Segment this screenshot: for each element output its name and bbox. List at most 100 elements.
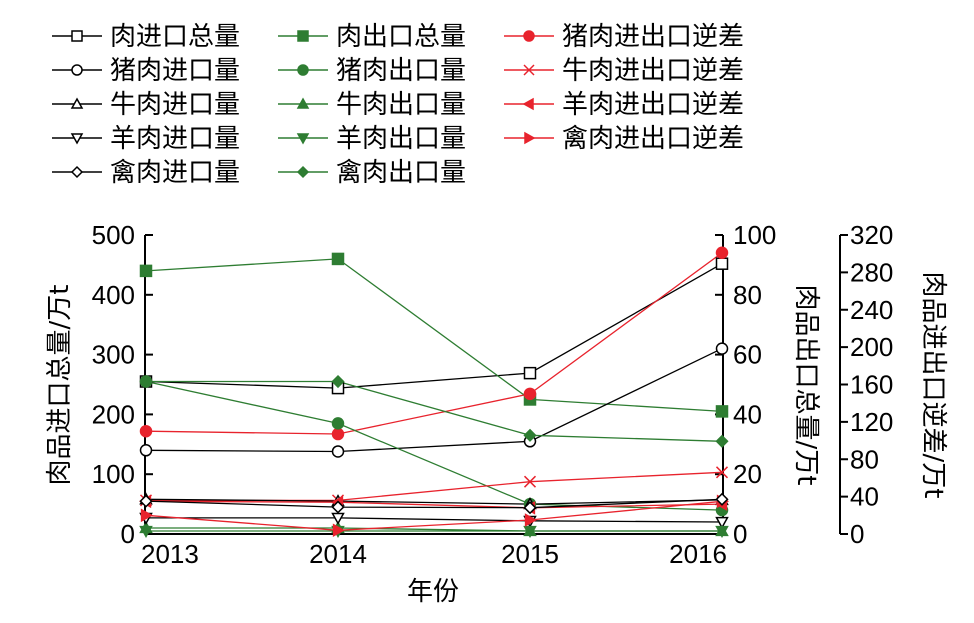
left-tick-label: 200 [92, 399, 135, 429]
series-1-line [145, 263, 723, 389]
legend-swatch-marker [296, 133, 310, 145]
legend-label: 牛肉进出口逆差 [562, 56, 744, 86]
series-13-point [331, 500, 345, 514]
series-9-line [145, 500, 723, 509]
legend-label: 羊肉进口量 [110, 124, 240, 154]
series-14-point [139, 374, 153, 389]
series-3-point [139, 424, 153, 438]
legend-swatch-marker [71, 30, 83, 42]
left-axis-title: 肉品进口总量/万t [45, 285, 75, 486]
right2-tick-label: 40 [850, 482, 879, 512]
series-13-point [715, 492, 729, 506]
right1-tick-label: 80 [733, 280, 762, 310]
tick-labels: 0 100 200 300 400 500 0 20 40 60 80 100 0 40 80 120 160 2… [92, 220, 894, 569]
legend-entry: 猪肉出口量 [278, 56, 466, 86]
legend-swatch-marker [297, 64, 309, 76]
series-6-point [523, 475, 537, 488]
right1-tick-label: 60 [733, 340, 762, 370]
series-13-point [139, 494, 153, 508]
x-axis-title: 年份 [407, 577, 459, 607]
series-3-point [715, 246, 729, 260]
series-markers [138, 246, 730, 539]
legend-swatch-marker [522, 97, 534, 111]
right1-tick-label: 20 [733, 459, 762, 489]
right2-tick-label: 240 [850, 295, 893, 325]
legend-entry: 羊肉出口量 [278, 124, 466, 154]
series-4-point [715, 342, 729, 355]
legend-swatch-marker [296, 165, 310, 179]
legend-entry: 肉出口总量 [278, 22, 466, 52]
series-12-line [145, 500, 723, 531]
series-3-point [331, 427, 345, 441]
series-7-line [145, 498, 723, 505]
legend-label: 猪肉进出口逆差 [562, 22, 744, 52]
series-1-point [715, 257, 729, 270]
legend-swatch-marker [297, 30, 309, 42]
legend-label: 猪肉出口量 [336, 56, 466, 86]
legend-swatch-marker [70, 133, 84, 145]
left-tick-label: 100 [92, 459, 135, 489]
legend-entry: 禽肉出口量 [278, 158, 466, 188]
series-3-point [523, 387, 537, 401]
legend-label: 肉出口总量 [336, 22, 466, 52]
legend-entry: 牛肉出口量 [278, 90, 466, 120]
legend-label: 禽肉进口量 [110, 158, 240, 188]
legend-label: 禽肉进出口逆差 [562, 124, 744, 154]
series-lines [145, 252, 723, 532]
series-2-point [331, 252, 345, 266]
legend-label: 羊肉出口量 [336, 124, 466, 154]
right1-axis-title: 肉品出口总量/万t [791, 285, 821, 486]
series-12-point [140, 508, 154, 523]
legend-swatch-marker [523, 30, 535, 42]
series-10-line [146, 517, 723, 523]
legend-entry: 禽肉进口量 [52, 158, 240, 188]
series-2-point [139, 264, 153, 278]
series-11-point [139, 525, 153, 539]
left-tick-label: 0 [121, 519, 135, 549]
legend-entry: 猪肉进口量 [52, 56, 240, 86]
legend-swatch-marker [71, 64, 83, 76]
legend-entry: 羊肉进口量 [52, 124, 240, 154]
series-10-point [715, 516, 729, 530]
series-6-point [715, 466, 729, 479]
series-12-point [332, 523, 346, 538]
legend-label: 猪肉进口量 [110, 56, 240, 86]
series-2-point [715, 405, 729, 418]
x-tick-label: 2016 [669, 539, 727, 569]
series-4-line [145, 348, 723, 453]
series-2-line [145, 258, 723, 413]
left-tick-label: 500 [92, 220, 135, 250]
right1-tick-label: 40 [733, 399, 762, 429]
legend-entry: 羊肉进出口逆差 [504, 90, 744, 120]
legend-label: 肉进口总量 [110, 22, 240, 52]
x-tick-label: 2013 [141, 539, 199, 569]
series-3-line [145, 252, 723, 435]
right2-tick-label: 320 [850, 220, 893, 250]
series-1-point [523, 366, 537, 380]
right2-tick-label: 160 [850, 370, 893, 400]
series-14-point [331, 374, 345, 389]
right2-tick-label: 200 [850, 332, 893, 362]
legend-swatch-marker [70, 165, 84, 179]
legend-entry: 牛肉进口量 [52, 90, 240, 120]
legend-swatch-marker [296, 97, 310, 109]
left-tick-label: 300 [92, 340, 135, 370]
legend-entry: 肉进口总量 [52, 22, 240, 52]
right2-tick-label: 80 [850, 444, 879, 474]
right2-tick-label: 280 [850, 257, 893, 287]
series-14-line [146, 380, 723, 442]
series-6-line [146, 471, 723, 502]
series-12-point [524, 513, 538, 527]
series-11-point [523, 525, 537, 539]
series-5-point [331, 417, 345, 430]
right2-axis-title: 肉品进出口逆差/万t [918, 272, 948, 499]
x-tick-label: 2015 [501, 539, 559, 569]
legend-label: 禽肉出口量 [336, 158, 466, 188]
series-13-point [523, 501, 537, 515]
legend-label: 牛肉进口量 [110, 90, 240, 120]
right1-tick-label: 0 [733, 519, 747, 549]
legend-entry: 禽肉进出口逆差 [504, 124, 744, 154]
legend-swatch-marker [523, 64, 535, 76]
